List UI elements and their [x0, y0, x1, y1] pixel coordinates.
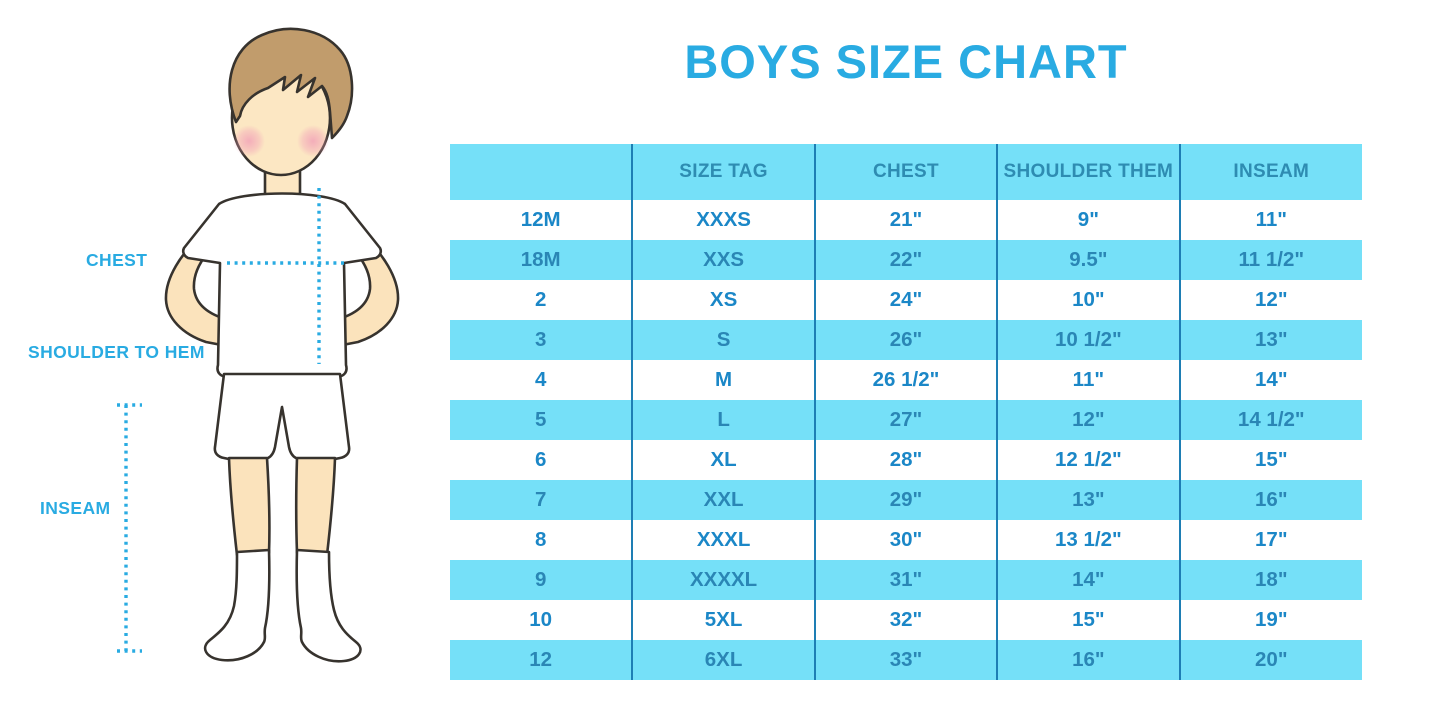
table-row: 8 XXXL 30" 13 1/2" 17"	[450, 520, 1362, 560]
table-row: 2 XS 24" 10" 12"	[450, 280, 1362, 320]
table-cell: 5	[450, 400, 634, 440]
measurement-figure: CHEST SHOULDER TO HEM INSEAM	[0, 0, 450, 723]
table-row: 9 XXXXL 31" 14" 18"	[450, 560, 1362, 600]
table-row: 7 XXL 29" 13" 16"	[450, 480, 1362, 520]
table-cell: 3	[450, 320, 634, 360]
table-cell: 13"	[1179, 320, 1362, 360]
right-blush	[297, 125, 329, 157]
hair	[228, 27, 354, 140]
table-cell: 9"	[997, 200, 1181, 240]
size-table-head: SIZE TAG CHEST SHOULDER THEM INSEAM	[450, 144, 1362, 200]
table-cell: 9.5"	[997, 240, 1181, 280]
table-cell: XXL	[632, 480, 816, 520]
table-cell: 12 1/2"	[997, 440, 1181, 480]
size-table-body: 12M XXXS 21" 9" 11" 18M XXS 22" 9.5" 11 1/2" 2 XS 24…	[450, 200, 1362, 680]
table-cell: 5XL	[632, 600, 816, 640]
table-cell: XS	[632, 280, 816, 320]
table-cell: 30"	[814, 520, 999, 560]
table-cell: 26 1/2"	[814, 360, 999, 400]
table-row: 12 6XL 33" 16" 20"	[450, 640, 1362, 680]
table-cell: 20"	[1179, 640, 1362, 680]
table-cell: 10"	[997, 280, 1181, 320]
table-cell: 16"	[1179, 480, 1362, 520]
size-table-head-row: SIZE TAG CHEST SHOULDER THEM INSEAM	[450, 144, 1362, 200]
table-cell: XXXXL	[632, 560, 816, 600]
table-cell: 2	[450, 280, 634, 320]
table-cell: 12"	[1179, 280, 1362, 320]
table-cell: 12	[450, 640, 634, 680]
table-cell: 12M	[450, 200, 634, 240]
table-cell: S	[632, 320, 816, 360]
table-cell: 9	[450, 560, 634, 600]
left-leg	[227, 456, 271, 557]
table-row: 4 M 26 1/2" 11" 14"	[450, 360, 1362, 400]
table-cell: XXXS	[632, 200, 816, 240]
table-cell: 22"	[814, 240, 999, 280]
table-cell: 27"	[814, 400, 999, 440]
page-title: BOYS SIZE CHART	[684, 35, 1128, 88]
table-cell: 12"	[997, 400, 1181, 440]
table-cell: 7	[450, 480, 634, 520]
table-cell: 28"	[814, 440, 999, 480]
column-header: SIZE TAG	[632, 144, 816, 200]
table-cell: 6	[450, 440, 634, 480]
right-leg	[294, 456, 337, 557]
table-cell: M	[632, 360, 816, 400]
boy-illustration	[117, 27, 400, 663]
table-cell: 14"	[1179, 360, 1362, 400]
table-cell: 29"	[814, 480, 999, 520]
right-sock	[295, 548, 362, 663]
table-cell: 10	[450, 600, 634, 640]
table-cell: 15"	[1179, 440, 1362, 480]
left-blush	[233, 125, 265, 157]
table-cell: 4	[450, 360, 634, 400]
table-cell: 14"	[997, 560, 1181, 600]
table-cell: 18M	[450, 240, 634, 280]
table-cell: 19"	[1179, 600, 1362, 640]
column-header: SHOULDER THEM	[997, 144, 1181, 200]
table-cell: 33"	[814, 640, 999, 680]
table-cell: XL	[632, 440, 816, 480]
table-row: 12M XXXS 21" 9" 11"	[450, 200, 1362, 240]
table-row: 18M XXS 22" 9.5" 11 1/2"	[450, 240, 1362, 280]
table-cell: 11 1/2"	[1179, 240, 1362, 280]
table-cell: 16"	[997, 640, 1181, 680]
table-cell: XXS	[632, 240, 816, 280]
table-cell: 32"	[814, 600, 999, 640]
table-cell: 18"	[1179, 560, 1362, 600]
table-cell: 15"	[997, 600, 1181, 640]
table-row: 3 S 26" 10 1/2" 13"	[450, 320, 1362, 360]
table-cell: 17"	[1179, 520, 1362, 560]
left-sock	[203, 548, 271, 662]
size-table: SIZE TAG CHEST SHOULDER THEM INSEAM 12M XXXS…	[450, 144, 1362, 680]
table-cell: 11"	[997, 360, 1181, 400]
table-cell: 6XL	[632, 640, 816, 680]
column-header: CHEST	[814, 144, 999, 200]
column-header	[450, 144, 634, 200]
table-cell: 14 1/2"	[1179, 400, 1362, 440]
table-cell: 8	[450, 520, 634, 560]
table-cell: L	[632, 400, 816, 440]
table-cell: 26"	[814, 320, 999, 360]
table-cell: 11"	[1179, 200, 1362, 240]
chest-label: CHEST	[86, 250, 148, 270]
inseam-label: INSEAM	[40, 498, 111, 518]
table-cell: 31"	[814, 560, 999, 600]
table-row: 5 L 27" 12" 14 1/2"	[450, 400, 1362, 440]
table-cell: 13 1/2"	[997, 520, 1181, 560]
column-header: INSEAM	[1179, 144, 1362, 200]
table-row: 10 5XL 32" 15" 19"	[450, 600, 1362, 640]
t-shirt	[181, 192, 383, 384]
table-cell: 24"	[814, 280, 999, 320]
table-cell: 13"	[997, 480, 1181, 520]
table-row: 6 XL 28" 12 1/2" 15"	[450, 440, 1362, 480]
shorts	[213, 372, 351, 463]
table-cell: XXXL	[632, 520, 816, 560]
table-cell: 10 1/2"	[997, 320, 1181, 360]
table-cell: 21"	[814, 200, 999, 240]
shoulder-to-hem-label: SHOULDER TO HEM	[28, 342, 205, 362]
